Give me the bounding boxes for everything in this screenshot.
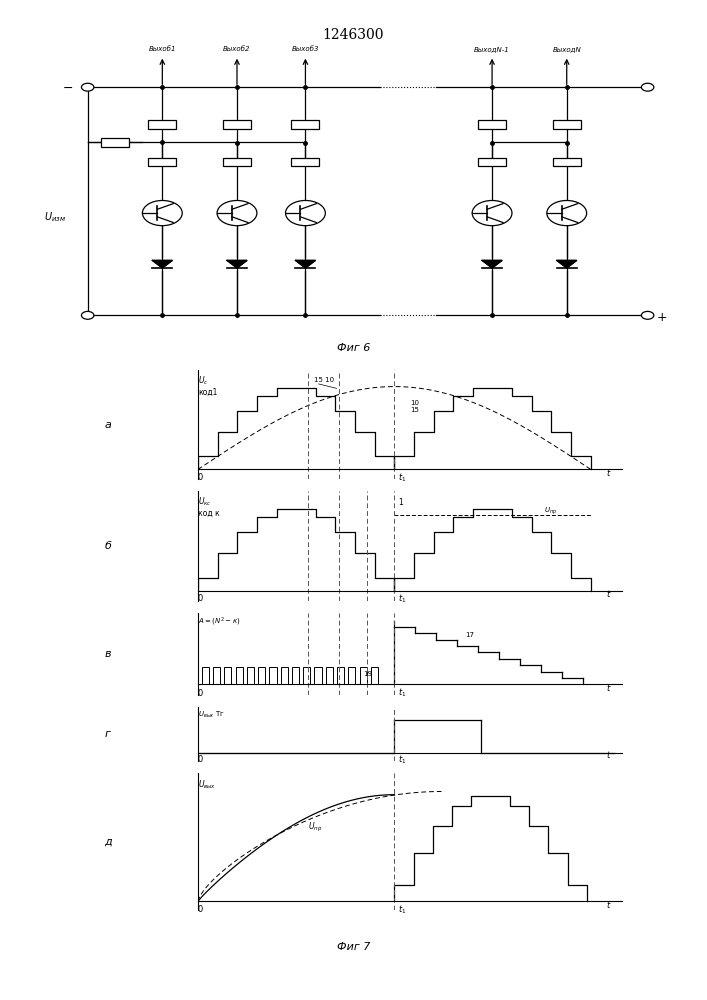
Circle shape	[641, 83, 654, 91]
Circle shape	[472, 200, 512, 226]
Text: д: д	[105, 837, 112, 847]
Text: $U_{пр}$: $U_{пр}$	[308, 821, 322, 834]
Text: а: а	[105, 420, 112, 430]
Text: $t$: $t$	[607, 899, 612, 910]
Bar	[148, 158, 176, 166]
Text: $U_c$
код1: $U_c$ код1	[198, 374, 217, 397]
Text: Фиг 7: Фиг 7	[337, 942, 370, 952]
Bar	[349, 667, 356, 684]
Bar	[258, 667, 265, 684]
Bar	[281, 667, 288, 684]
Text: $t_1$: $t_1$	[398, 903, 407, 916]
Bar	[303, 667, 310, 684]
Circle shape	[547, 200, 587, 226]
Text: $U_{вых}$ Тг: $U_{вых}$ Тг	[198, 710, 225, 720]
Text: $U_{кс}$
код к: $U_{кс}$ код к	[198, 495, 220, 518]
Text: +: +	[657, 311, 667, 324]
Text: 19: 19	[363, 671, 372, 677]
Text: 0: 0	[198, 689, 203, 698]
Text: в: в	[105, 649, 111, 659]
Bar	[478, 120, 506, 129]
Bar	[292, 667, 299, 684]
Bar	[370, 667, 378, 684]
Circle shape	[286, 200, 325, 226]
Text: $t$: $t$	[607, 682, 612, 693]
Bar	[223, 120, 251, 129]
Circle shape	[81, 311, 94, 319]
Bar	[360, 667, 367, 684]
Text: б: б	[105, 541, 112, 551]
Bar	[213, 667, 220, 684]
Text: 15 10: 15 10	[314, 377, 334, 383]
Bar	[223, 158, 251, 166]
Text: $А=(N^2-к)$: $А=(N^2-к)$	[198, 616, 240, 628]
Circle shape	[217, 200, 257, 226]
Circle shape	[641, 311, 654, 319]
Bar	[235, 667, 243, 684]
Bar	[148, 120, 176, 129]
Text: $t_1$: $t_1$	[398, 592, 407, 605]
Text: 0: 0	[198, 755, 203, 764]
Text: 0: 0	[198, 594, 203, 603]
Bar	[291, 158, 320, 166]
Text: 1: 1	[398, 498, 403, 507]
Bar	[478, 158, 506, 166]
Text: Фиг 6: Фиг 6	[337, 343, 370, 353]
Bar	[553, 120, 580, 129]
Bar	[315, 667, 322, 684]
Text: $t$: $t$	[607, 588, 612, 599]
Text: $U_{изм}$: $U_{изм}$	[44, 210, 66, 224]
Polygon shape	[482, 260, 502, 268]
Polygon shape	[296, 260, 315, 268]
Text: $t_1$: $t_1$	[398, 687, 407, 699]
Polygon shape	[153, 260, 173, 268]
Bar	[247, 667, 254, 684]
Text: $U_{пр}$: $U_{пр}$	[544, 506, 557, 517]
Text: 17: 17	[465, 632, 474, 638]
Text: 10
15: 10 15	[410, 400, 419, 413]
Text: $U_{вых}$: $U_{вых}$	[198, 779, 216, 791]
Bar	[553, 158, 580, 166]
Text: $t$: $t$	[607, 749, 612, 760]
Bar	[326, 667, 333, 684]
Bar	[202, 667, 209, 684]
Text: Выхоб1: Выхоб1	[148, 46, 176, 52]
Circle shape	[81, 83, 94, 91]
Bar	[269, 667, 276, 684]
Text: Выхоб2: Выхоб2	[223, 46, 251, 52]
Text: Выхоб3: Выхоб3	[292, 46, 319, 52]
Text: $t_1$: $t_1$	[398, 753, 407, 766]
Text: $t$: $t$	[607, 467, 612, 478]
Bar	[291, 120, 320, 129]
Text: ВыходN: ВыходN	[552, 46, 581, 52]
Text: ВыходN-1: ВыходN-1	[474, 46, 510, 52]
Text: г: г	[105, 729, 110, 739]
Bar	[101, 138, 129, 147]
Text: 1246300: 1246300	[323, 28, 384, 42]
Bar	[337, 667, 344, 684]
Text: $t_1$: $t_1$	[398, 471, 407, 484]
Text: −: −	[63, 82, 74, 95]
Polygon shape	[557, 260, 577, 268]
Text: 0: 0	[198, 905, 203, 914]
Circle shape	[142, 200, 182, 226]
Polygon shape	[227, 260, 247, 268]
Text: 0: 0	[198, 473, 203, 482]
Bar	[224, 667, 231, 684]
